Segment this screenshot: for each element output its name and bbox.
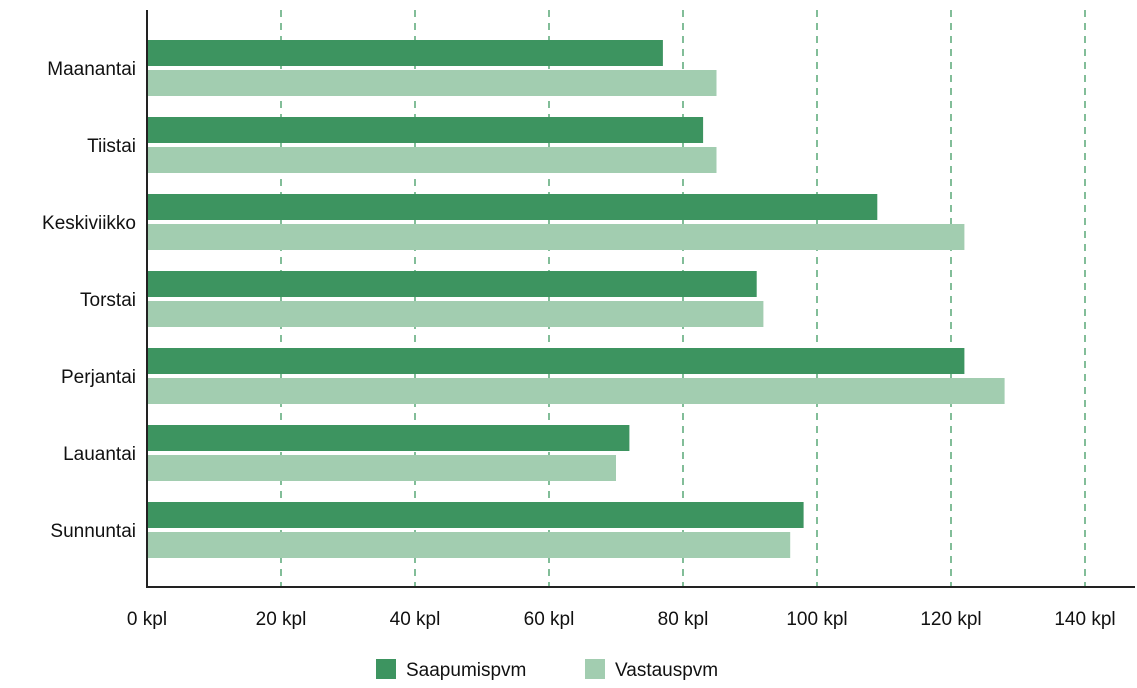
- bar-vastauspvm-sunnuntai: [147, 532, 791, 558]
- bar-vastauspvm-keskiviikko: [147, 224, 965, 250]
- bar-vastauspvm-torstai: [147, 301, 764, 327]
- category-labels: Maanantai Tiistai Keskiviikko Torstai Perjan…: [42, 59, 136, 542]
- x-tick-label: 100 kpl: [786, 609, 847, 630]
- x-tick-label: 60 kpl: [524, 609, 575, 630]
- bar-vastauspvm-perjantai: [147, 378, 1005, 404]
- bar-saapumispvm-torstai: [147, 271, 757, 297]
- bars: [147, 40, 1005, 558]
- bar-saapumispvm-keskiviikko: [147, 194, 878, 220]
- bar-saapumispvm-perjantai: [147, 348, 965, 374]
- category-label: Tiistai: [87, 136, 136, 157]
- category-label: Lauantai: [63, 444, 136, 465]
- x-tick-label: 80 kpl: [658, 609, 709, 630]
- legend: Saapumispvm Vastauspvm: [376, 659, 718, 681]
- bar-saapumispvm-lauantai: [147, 425, 630, 451]
- bar-vastauspvm-lauantai: [147, 455, 616, 481]
- legend-swatch-vastauspvm: [585, 659, 605, 679]
- x-tick-label: 40 kpl: [390, 609, 441, 630]
- bar-saapumispvm-sunnuntai: [147, 502, 804, 528]
- category-label: Maanantai: [47, 59, 136, 80]
- category-label: Keskiviikko: [42, 213, 136, 234]
- category-label: Sunnuntai: [50, 521, 136, 542]
- axes: [146, 10, 1135, 588]
- grid-lines: [280, 10, 1086, 587]
- legend-label-vastauspvm: Vastauspvm: [615, 660, 718, 681]
- bar-saapumispvm-maanantai: [147, 40, 663, 66]
- x-tick-label: 0 kpl: [127, 609, 167, 630]
- category-label: Perjantai: [61, 367, 136, 388]
- legend-swatch-saapumispvm: [376, 659, 396, 679]
- x-tick-label: 120 kpl: [920, 609, 981, 630]
- bar-saapumispvm-tiistai: [147, 117, 704, 143]
- x-tick-labels: 0 kpl 20 kpl 40 kpl 60 kpl 80 kpl 100 kpl 120 …: [127, 609, 1116, 630]
- bar-vastauspvm-maanantai: [147, 70, 717, 96]
- x-tick-label: 140 kpl: [1054, 609, 1115, 630]
- legend-label-saapumispvm: Saapumispvm: [406, 660, 526, 681]
- category-label: Torstai: [80, 290, 136, 311]
- bar-vastauspvm-tiistai: [147, 147, 717, 173]
- x-tick-label: 20 kpl: [256, 609, 307, 630]
